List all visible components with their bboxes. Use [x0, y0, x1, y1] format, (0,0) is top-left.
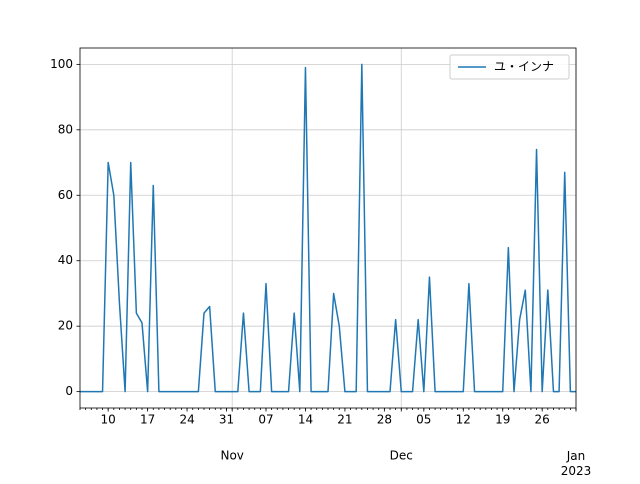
- label-line: Jan: [566, 449, 586, 463]
- y-tick-label: 100: [50, 57, 73, 71]
- x-tick-label: 17: [140, 413, 155, 427]
- plot-frame: [79, 47, 577, 409]
- x-tick-label: 24: [179, 413, 194, 427]
- x-tick-label: 10: [101, 413, 116, 427]
- legend: ユ・インナ: [449, 54, 570, 80]
- x-tick-label: 07: [258, 413, 273, 427]
- y-tick-label: 20: [58, 319, 73, 333]
- x-tick-label: 26: [535, 413, 550, 427]
- y-tick-label: 0: [65, 384, 73, 398]
- x-major-label: Jan 2023: [561, 449, 592, 478]
- x-major-label: Dec: [390, 449, 413, 463]
- x-major-label: Nov: [220, 449, 243, 463]
- legend-label: ユ・インナ: [494, 60, 554, 74]
- x-tick-label: 21: [337, 413, 352, 427]
- x-tick-label: 19: [495, 413, 510, 427]
- legend-box: [449, 54, 570, 80]
- y-tick-label: 40: [58, 253, 73, 267]
- y-tick-label: 60: [58, 188, 73, 202]
- x-tick-label: 31: [219, 413, 234, 427]
- x-tick-label: 14: [298, 413, 313, 427]
- y-tick-label: 80: [58, 122, 73, 136]
- x-tick-label: 28: [377, 413, 392, 427]
- x-tick-label: 12: [456, 413, 471, 427]
- x-tick-label: 05: [416, 413, 431, 427]
- label-line: 2023: [561, 464, 592, 478]
- series-line: [80, 63, 576, 393]
